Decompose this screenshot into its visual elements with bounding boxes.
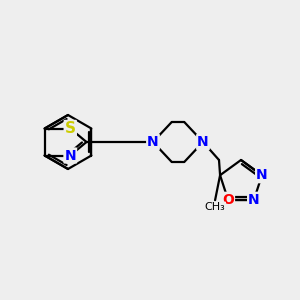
Text: S: S — [65, 121, 76, 136]
Text: N: N — [256, 168, 268, 182]
Text: CH₃: CH₃ — [205, 202, 226, 212]
Text: N: N — [147, 135, 159, 149]
Text: N: N — [248, 193, 260, 207]
Text: O: O — [222, 193, 234, 207]
Text: N: N — [64, 148, 76, 163]
Text: N: N — [197, 135, 209, 149]
